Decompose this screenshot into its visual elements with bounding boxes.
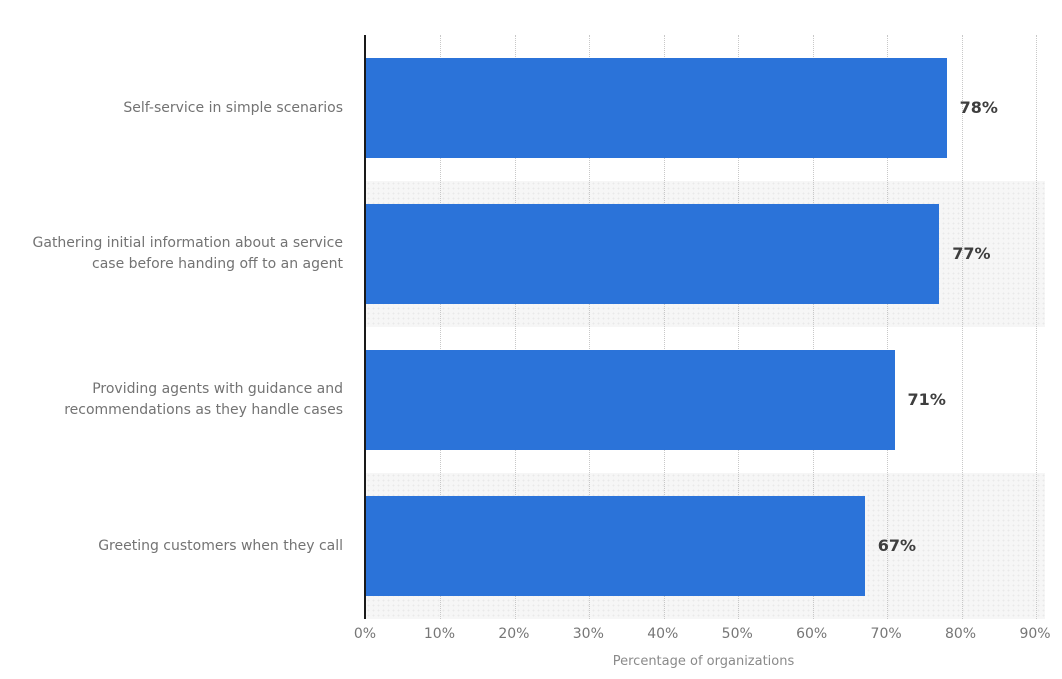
- plot-area: 78% 77% 71% 67%: [364, 35, 1045, 619]
- category-label-row: Self-service in simple scenarios: [0, 35, 343, 181]
- value-label: 78%: [959, 98, 998, 117]
- bar: [366, 58, 947, 158]
- chart-row: 71%: [366, 327, 1045, 473]
- chart-row: 77%: [366, 181, 1045, 327]
- value-label: 71%: [907, 390, 946, 409]
- category-label: Gathering initial information about a se…: [32, 235, 343, 272]
- bar: [366, 350, 895, 450]
- x-tick-label: 20%: [498, 626, 530, 642]
- x-tick-label: 70%: [870, 626, 902, 642]
- chart-row: 67%: [366, 473, 1045, 619]
- x-tick-label: 80%: [944, 626, 977, 642]
- x-tick-label: 10%: [423, 626, 455, 642]
- category-label: Self-service in simple scenarios: [123, 99, 343, 116]
- x-tick-label: 0%: [353, 626, 377, 642]
- bar: [366, 496, 865, 596]
- x-tick-label: 30%: [572, 626, 604, 642]
- x-tick-label: 40%: [647, 626, 679, 642]
- rows-layer: 78% 77% 71% 67%: [366, 35, 1045, 619]
- category-label: Greeting customers when they call: [98, 537, 343, 554]
- x-tick-label: 90%: [1019, 626, 1051, 642]
- category-label-row: Providing agents with guidance and recom…: [0, 327, 343, 473]
- bar: [366, 204, 940, 304]
- category-label-row: Greeting customers when they call: [0, 473, 343, 619]
- x-tick-label: 60%: [796, 626, 828, 642]
- x-axis: 0% 10% 20% 30% 40% 50% 60% 70% 80% 90%: [0, 626, 1062, 646]
- value-label: 67%: [877, 536, 917, 555]
- value-label: 77%: [952, 244, 991, 263]
- x-tick-label: 50%: [721, 626, 753, 642]
- x-axis-title: Percentage of organizations: [612, 654, 795, 669]
- category-label-row: Gathering initial information about a se…: [0, 181, 343, 327]
- category-label: Providing agents with guidance and recom…: [64, 381, 343, 418]
- chart-row: 78%: [366, 35, 1045, 181]
